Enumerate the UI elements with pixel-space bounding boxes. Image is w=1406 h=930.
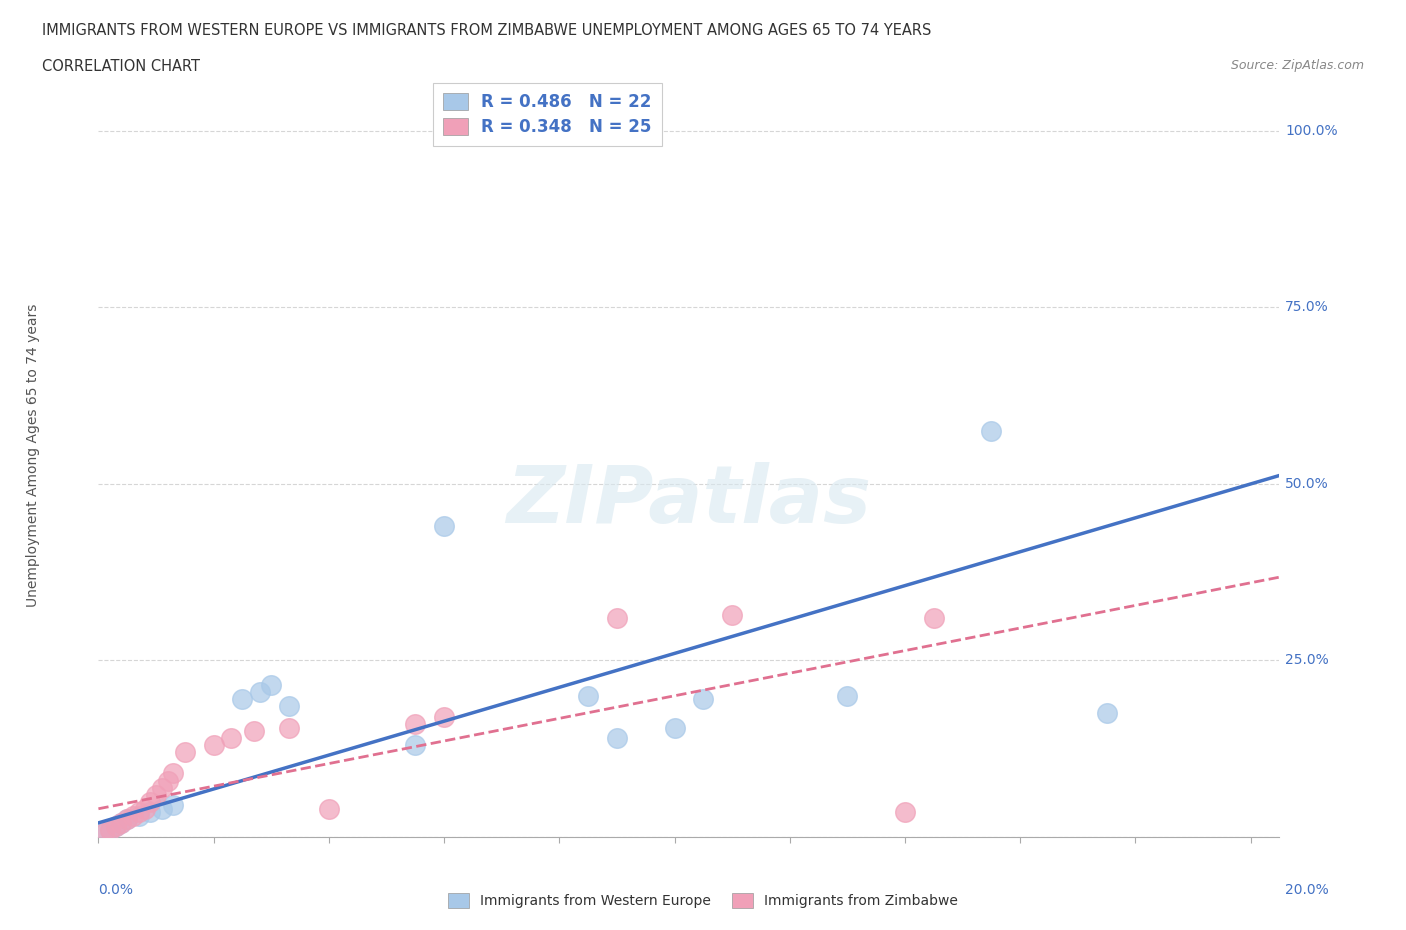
Text: 75.0%: 75.0% xyxy=(1285,300,1329,314)
Point xyxy=(249,684,271,699)
Point xyxy=(115,812,138,827)
Point xyxy=(404,737,426,752)
Point xyxy=(128,808,150,823)
Point xyxy=(93,826,115,841)
Text: ZIPatlas: ZIPatlas xyxy=(506,462,872,540)
Text: CORRELATION CHART: CORRELATION CHART xyxy=(42,59,200,73)
Point xyxy=(922,611,945,626)
Point xyxy=(231,692,253,707)
Point xyxy=(260,678,283,693)
Point xyxy=(115,812,138,827)
Point xyxy=(145,787,167,802)
Point xyxy=(122,808,145,823)
Text: Source: ZipAtlas.com: Source: ZipAtlas.com xyxy=(1230,59,1364,72)
Point xyxy=(721,607,744,622)
Point xyxy=(692,692,714,707)
Point xyxy=(128,804,150,819)
Point xyxy=(277,699,299,714)
Point xyxy=(404,717,426,732)
Point xyxy=(98,822,121,837)
Point xyxy=(162,798,184,813)
Point xyxy=(156,773,179,788)
Point xyxy=(202,737,225,752)
Point xyxy=(104,819,127,834)
Point xyxy=(318,802,340,817)
Text: 20.0%: 20.0% xyxy=(1285,883,1329,897)
Point xyxy=(243,724,266,738)
Text: 100.0%: 100.0% xyxy=(1285,124,1339,138)
Point xyxy=(219,731,242,746)
Point xyxy=(634,124,657,139)
Point xyxy=(277,720,299,735)
Point xyxy=(894,804,917,819)
Point xyxy=(139,794,162,809)
Point xyxy=(606,611,628,626)
Point xyxy=(104,819,127,834)
Point xyxy=(1095,706,1118,721)
Point xyxy=(433,519,456,534)
Point xyxy=(93,826,115,841)
Point xyxy=(139,804,162,819)
Point xyxy=(576,688,599,703)
Point xyxy=(173,745,195,760)
Point xyxy=(664,720,686,735)
Point xyxy=(110,816,132,830)
Point xyxy=(150,780,173,795)
Point xyxy=(606,731,628,746)
Text: IMMIGRANTS FROM WESTERN EUROPE VS IMMIGRANTS FROM ZIMBABWE UNEMPLOYMENT AMONG AG: IMMIGRANTS FROM WESTERN EUROPE VS IMMIGR… xyxy=(42,23,932,38)
Point xyxy=(162,766,184,781)
Point xyxy=(150,802,173,817)
Point xyxy=(980,423,1002,438)
Text: 0.0%: 0.0% xyxy=(98,883,134,897)
Text: 25.0%: 25.0% xyxy=(1285,654,1329,668)
Point xyxy=(98,822,121,837)
Point xyxy=(433,710,456,724)
Point xyxy=(110,816,132,830)
Legend: R = 0.486   N = 22, R = 0.348   N = 25: R = 0.486 N = 22, R = 0.348 N = 25 xyxy=(433,83,662,146)
Legend: Immigrants from Western Europe, Immigrants from Zimbabwe: Immigrants from Western Europe, Immigran… xyxy=(443,888,963,914)
Text: 50.0%: 50.0% xyxy=(1285,477,1329,491)
Point xyxy=(134,802,156,817)
Point xyxy=(837,688,859,703)
Text: Unemployment Among Ages 65 to 74 years: Unemployment Among Ages 65 to 74 years xyxy=(27,304,41,607)
